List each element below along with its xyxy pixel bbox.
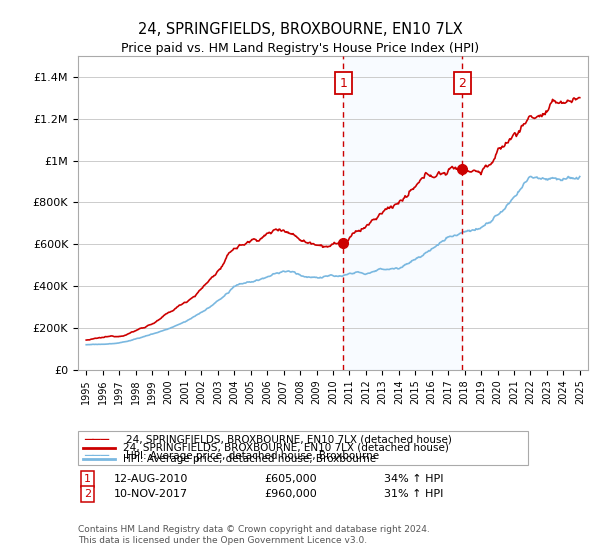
Text: 31% ↑ HPI: 31% ↑ HPI — [384, 489, 443, 499]
Text: 2: 2 — [458, 77, 466, 90]
Text: £605,000: £605,000 — [264, 474, 317, 484]
Text: 24, SPRINGFIELDS, BROXBOURNE, EN10 7LX: 24, SPRINGFIELDS, BROXBOURNE, EN10 7LX — [137, 22, 463, 38]
Text: HPI: Average price, detached house, Broxbourne: HPI: Average price, detached house, Brox… — [126, 451, 379, 461]
Text: HPI: Average price, detached house, Broxbourne: HPI: Average price, detached house, Brox… — [123, 454, 376, 464]
Text: ───: ─── — [84, 449, 118, 464]
Text: 24, SPRINGFIELDS, BROXBOURNE, EN10 7LX (detached house): 24, SPRINGFIELDS, BROXBOURNE, EN10 7LX (… — [123, 443, 449, 452]
Text: 34% ↑ HPI: 34% ↑ HPI — [384, 474, 443, 484]
Bar — [343, 56, 463, 370]
Text: 1: 1 — [339, 77, 347, 90]
Text: 24, SPRINGFIELDS, BROXBOURNE, EN10 7LX (detached house): 24, SPRINGFIELDS, BROXBOURNE, EN10 7LX (… — [126, 435, 452, 445]
Text: Contains HM Land Registry data © Crown copyright and database right 2024.
This d: Contains HM Land Registry data © Crown c… — [78, 525, 430, 545]
Text: 1: 1 — [84, 474, 91, 484]
Text: ───: ─── — [84, 432, 118, 447]
Text: Price paid vs. HM Land Registry's House Price Index (HPI): Price paid vs. HM Land Registry's House … — [121, 42, 479, 55]
Text: 2: 2 — [84, 489, 91, 499]
Text: £960,000: £960,000 — [264, 489, 317, 499]
Text: 10-NOV-2017: 10-NOV-2017 — [114, 489, 188, 499]
Text: 12-AUG-2010: 12-AUG-2010 — [114, 474, 188, 484]
